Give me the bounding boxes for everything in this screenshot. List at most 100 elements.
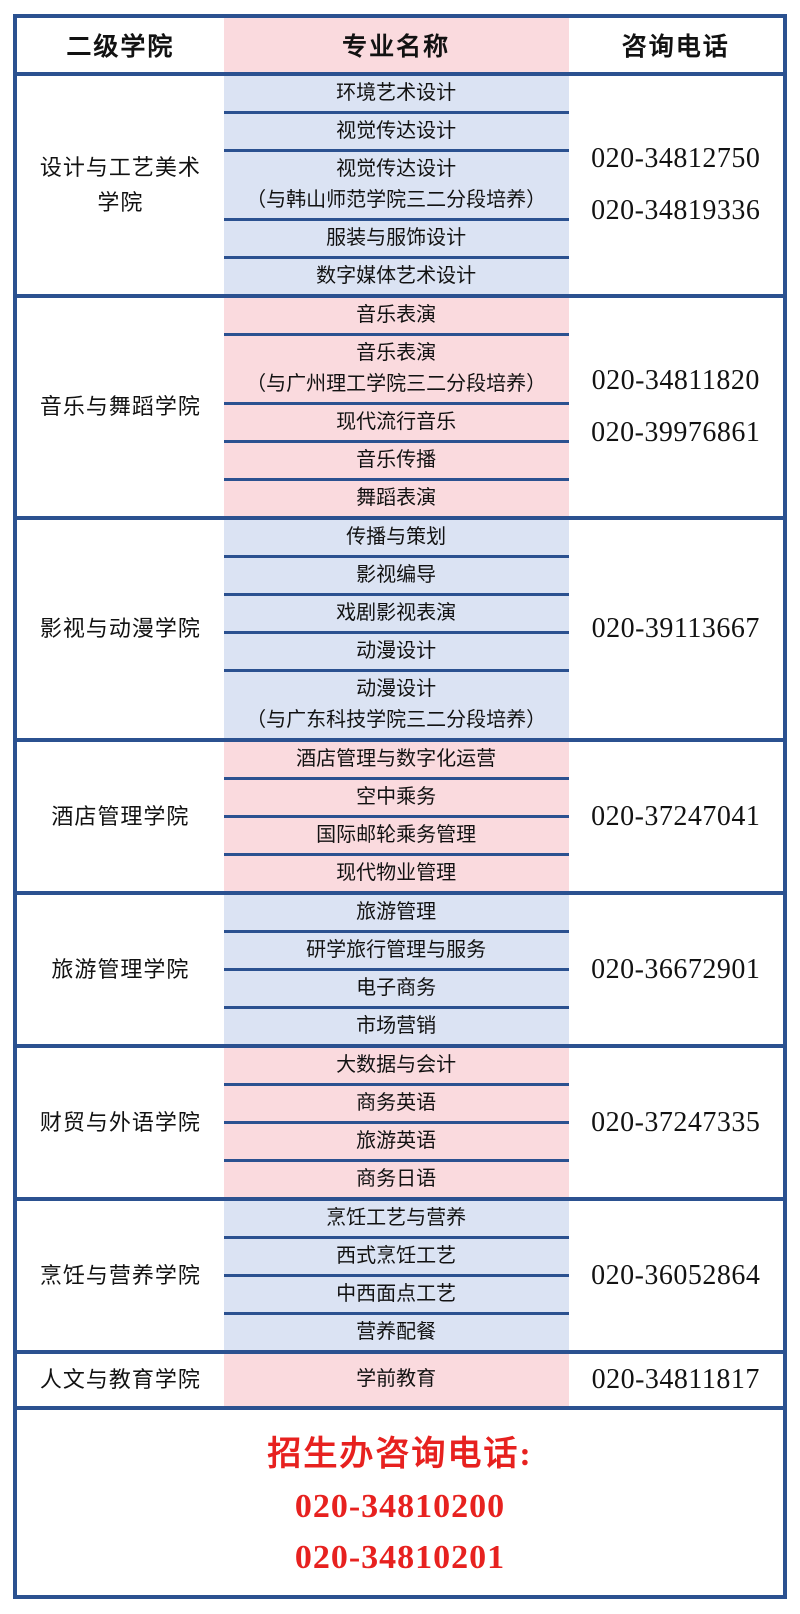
major-name: 数字媒体艺术设计: [316, 265, 477, 287]
consultation-table: 二级学院 专业名称 咨询电话 设计与工艺美术学院 环境艺术设计 视觉传达设计 视觉传达…: [13, 14, 787, 1599]
college-section: 旅游管理学院 旅游管理研学旅行管理与服务电子商务市场营销 020-36672901: [17, 891, 783, 1044]
major-name: （与广东科技学院三二分段培养）: [246, 709, 547, 731]
major-cell: 现代流行音乐: [223, 405, 569, 443]
major-cell: 商务日语: [223, 1162, 569, 1197]
major-cell: 环境艺术设计: [223, 76, 569, 114]
major-cell: 旅游管理: [223, 895, 569, 933]
major-cell: 现代物业管理: [223, 856, 569, 891]
major-name: 商务日语: [356, 1168, 437, 1190]
major-cell: 音乐传播: [223, 443, 569, 481]
phone-number: 020-37247335: [591, 1106, 761, 1138]
major-cell: 酒店管理与数字化运营: [223, 742, 569, 780]
college-section: 设计与工艺美术学院 环境艺术设计 视觉传达设计 视觉传达设计 （与韩山师范学院三二分段培…: [17, 72, 783, 294]
major-name: 市场营销: [356, 1015, 437, 1037]
college-section: 人文与教育学院 学前教育 020-34811817: [17, 1350, 783, 1406]
major-name: 视觉传达设计: [336, 158, 457, 180]
phone-cell: 020-37247335: [569, 1048, 783, 1197]
phone-number: 020-34811817: [591, 1364, 760, 1395]
major-cell: 舞蹈表演: [223, 481, 569, 516]
major-name: 舞蹈表演: [356, 487, 437, 509]
phone-cell: 020-34811820 020-39976861: [569, 298, 783, 516]
major-name: 传播与策划: [346, 526, 447, 548]
major-name: 旅游管理: [356, 901, 437, 923]
college-name: 音乐与舞蹈学院: [39, 394, 201, 420]
phone-cell: 020-36672901: [569, 895, 783, 1044]
phone-number: 020-39113667: [591, 613, 760, 645]
major-name: 影视编导: [356, 564, 437, 586]
major-name: 商务英语: [356, 1092, 437, 1114]
footer-phone-number: 020-34810201: [294, 1538, 506, 1576]
major-name: 酒店管理与数字化运营: [296, 748, 497, 770]
major-name: 现代流行音乐: [336, 411, 457, 433]
college-section: 烹饪与营养学院 烹饪工艺与营养 西式烹饪工艺 中西面点工艺 营养配餐 020-360528…: [17, 1197, 783, 1350]
major-cell: 研学旅行管理与服务: [223, 933, 569, 971]
major-name: 电子商务: [356, 977, 437, 999]
major-cell: 传播与策划: [223, 520, 569, 558]
major-cell: 音乐表演: [223, 298, 569, 336]
majors-column: 传播与策划 影视编导 戏剧影视表演 动漫设计 动漫设计 （与广东科技学院三二分段培养）: [223, 520, 569, 738]
table-header-row: 二级学院 专业名称 咨询电话: [17, 18, 783, 72]
major-name: 音乐表演: [356, 342, 437, 364]
major-cell: 大数据与会计: [223, 1048, 569, 1086]
major-name: 动漫设计: [356, 640, 437, 662]
major-cell: 烹饪工艺与营养: [223, 1201, 569, 1239]
college-section: 酒店管理学院 酒店管理与数字化运营 空中乘务 国际邮轮乘务管理 现代物业管理 020-37…: [17, 738, 783, 891]
major-cell: 学前教育: [223, 1354, 569, 1406]
major-cell: 营养配餐: [223, 1315, 569, 1350]
major-cell: 商务英语: [223, 1086, 569, 1124]
major-cell: 视觉传达设计: [223, 114, 569, 152]
majors-column: 环境艺术设计 视觉传达设计 视觉传达设计 （与韩山师范学院三二分段培养） 服装与服饰设计…: [223, 76, 569, 294]
major-name: （与韩山师范学院三二分段培养）: [246, 189, 547, 211]
major-name: 音乐传播: [356, 449, 437, 471]
phone-number: 020-34812750: [591, 143, 761, 175]
majors-column: 学前教育: [223, 1354, 569, 1406]
major-name: （与广州理工学院三二分段培养）: [246, 373, 547, 395]
majors-column: 旅游管理研学旅行管理与服务电子商务市场营销: [223, 895, 569, 1044]
major-name: 旅游英语: [356, 1130, 437, 1152]
major-cell: 旅游英语: [223, 1124, 569, 1162]
majors-column: 酒店管理与数字化运营 空中乘务国际邮轮乘务管理 现代物业管理: [223, 742, 569, 891]
phone-cell: 020-34812750 020-34819336: [569, 76, 783, 294]
college-section: 音乐与舞蹈学院 音乐表演 音乐表演 （与广州理工学院三二分段培养） 现代流行音乐 音乐传播…: [17, 294, 783, 516]
major-name: 戏剧影视表演: [336, 602, 457, 624]
footer-phones: 020-34810200 020-34810201: [17, 1488, 783, 1577]
college-name: 影视与动漫学院: [39, 616, 201, 642]
major-cell: 市场营销: [223, 1009, 569, 1044]
footer-title: 招生办咨询电话:: [267, 1435, 533, 1473]
sections-container: 设计与工艺美术学院 环境艺术设计 视觉传达设计 视觉传达设计 （与韩山师范学院三二分段培…: [17, 72, 783, 1406]
major-name: 环境艺术设计: [336, 82, 457, 104]
major-name: 动漫设计: [356, 678, 437, 700]
college-section: 财贸与外语学院 大数据与会计 商务英语旅游英语商务日语 020-37247335: [17, 1044, 783, 1197]
phone-number: 020-36672901: [591, 953, 761, 985]
college-section: 影视与动漫学院 传播与策划 影视编导 戏剧影视表演 动漫设计 动漫设计 （与广东科技学院三二…: [17, 516, 783, 738]
major-name: 大数据与会计: [336, 1054, 457, 1076]
header-major: 专业名称: [223, 18, 569, 72]
major-cell: 戏剧影视表演: [223, 596, 569, 634]
major-cell: 音乐表演 （与广州理工学院三二分段培养）: [223, 336, 569, 405]
phone-number: 020-36052864: [591, 1259, 761, 1291]
phone-number: 020-37247041: [591, 800, 761, 832]
phone-number: 020-39976861: [591, 417, 761, 448]
major-name: 空中乘务: [356, 786, 437, 808]
major-cell: 空中乘务: [223, 780, 569, 818]
admissions-footer: 招生办咨询电话: 020-34810200 020-34810201: [17, 1405, 783, 1595]
major-cell: 动漫设计 （与广东科技学院三二分段培养）: [223, 672, 569, 738]
phone-number: 020-34819336: [591, 195, 761, 226]
college-name: 旅游管理学院: [51, 956, 190, 982]
major-cell: 服装与服饰设计: [223, 221, 569, 259]
header-college: 二级学院: [66, 34, 175, 61]
major-cell: 中西面点工艺: [223, 1277, 569, 1315]
major-cell: 国际邮轮乘务管理: [223, 818, 569, 856]
college-name: 人文与教育学院: [39, 1367, 201, 1393]
phone-number: 020-34811820: [591, 365, 760, 397]
majors-column: 烹饪工艺与营养西式烹饪工艺中西面点工艺 营养配餐: [223, 1201, 569, 1350]
header-phone: 咨询电话: [621, 34, 730, 61]
major-cell: 影视编导: [223, 558, 569, 596]
major-name: 西式烹饪工艺: [336, 1245, 457, 1267]
major-name: 音乐表演: [356, 304, 437, 326]
major-name: 学前教育: [356, 1368, 437, 1391]
major-cell: 数字媒体艺术设计: [223, 259, 569, 294]
college-name: 财贸与外语学院: [39, 1109, 201, 1135]
phone-cell: 020-39113667: [569, 520, 783, 738]
